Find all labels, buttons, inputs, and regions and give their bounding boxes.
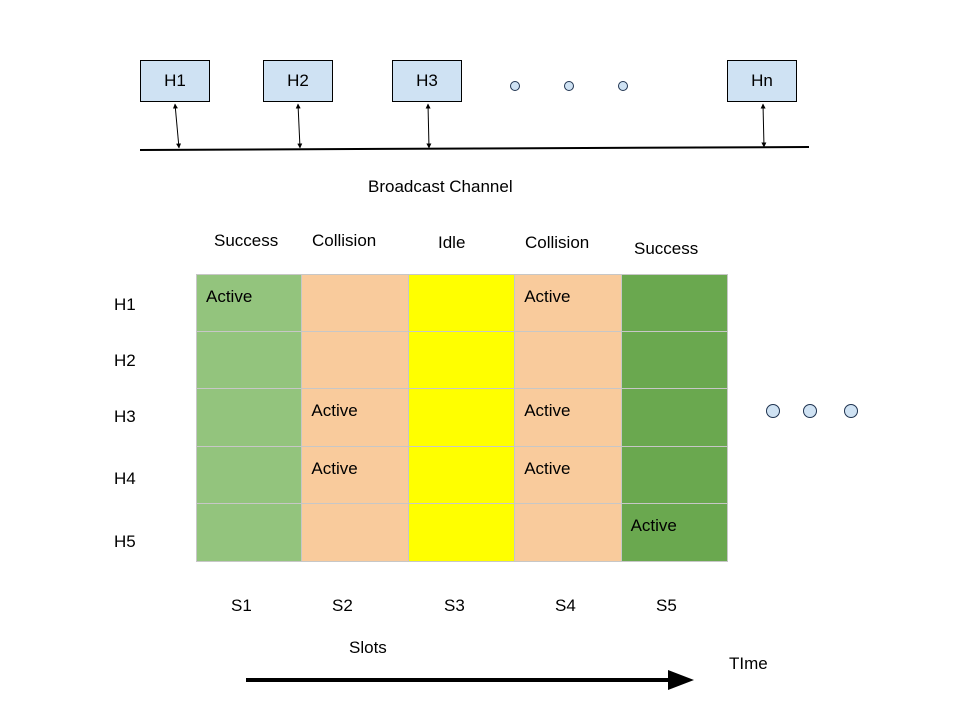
grid-cell: [515, 504, 622, 562]
grid-cell: Active: [515, 446, 622, 505]
grid-cell: [302, 331, 409, 390]
bus-line: [139, 146, 810, 151]
grid-cell: [302, 274, 409, 332]
grid-cell: [196, 504, 303, 562]
ellipsis-dot: [564, 81, 574, 91]
grid-cell: [621, 389, 728, 447]
row-label: H1: [114, 295, 136, 314]
grid-cell: [196, 446, 303, 505]
grid-cell: Active: [302, 389, 409, 447]
grid-cell: [621, 274, 728, 332]
slot-state-label: Collision: [525, 233, 590, 252]
slot-state-label: Success: [214, 231, 279, 250]
grid-cell: [621, 446, 728, 505]
row-label: H5: [114, 532, 136, 551]
broadcast-bus: [139, 81, 810, 151]
channel-label: Broadcast Channel: [368, 177, 513, 196]
slot-label: S1: [231, 596, 252, 615]
slot-state-label: Success: [634, 239, 699, 258]
ellipsis-dot: [618, 81, 628, 91]
host-box-hn: Hn: [727, 60, 797, 102]
connector-arrow: [760, 103, 767, 148]
slot-label: S2: [332, 596, 353, 615]
grid-cell: [621, 331, 728, 390]
time-arrow-head: [668, 670, 694, 690]
slot-label: S3: [444, 596, 465, 615]
slots-axis-label: Slots: [349, 638, 387, 657]
grid-cell: [408, 504, 516, 562]
grid-cell: [515, 331, 622, 390]
ellipsis-dot: [510, 81, 520, 91]
grid-cell: Active: [302, 446, 409, 505]
ellipsis-dot: [766, 404, 780, 418]
grid-cell: [196, 389, 303, 447]
host-box-h3: H3: [392, 60, 462, 102]
grid-cell: Active: [621, 504, 728, 562]
grid-cell: Active: [515, 389, 622, 447]
connector-arrow: [295, 103, 303, 149]
ellipsis-dot: [844, 404, 858, 418]
grid-cell: [196, 331, 303, 390]
slot-grid: Active Active Active Active Active Activ…: [196, 274, 728, 562]
host-box-h1: H1: [140, 60, 210, 102]
host-label: H1: [164, 71, 186, 90]
row-label: H2: [114, 351, 136, 370]
grid-cell: [302, 504, 409, 562]
grid-cell: [408, 446, 516, 505]
row-label: H3: [114, 407, 136, 426]
time-arrow: [246, 670, 694, 690]
connector-arrow: [425, 103, 432, 149]
slot-label: S5: [656, 596, 677, 615]
row-label: H4: [114, 469, 136, 488]
grid-cell: [408, 331, 516, 390]
grid-cell: Active: [196, 274, 303, 332]
host-label: H2: [287, 71, 309, 90]
host-label: H3: [416, 71, 438, 90]
time-label: TIme: [729, 654, 768, 673]
grid-cell: Active: [515, 274, 622, 332]
slot-state-label: Collision: [312, 231, 377, 250]
slot-label: S4: [555, 596, 576, 615]
grid-cell: [408, 389, 516, 447]
ellipsis-dot: [803, 404, 817, 418]
host-box-h2: H2: [263, 60, 333, 102]
host-label: Hn: [751, 71, 773, 90]
connector-arrow: [172, 103, 182, 149]
slot-state-label: Idle: [438, 233, 466, 252]
grid-cell: [408, 274, 516, 332]
